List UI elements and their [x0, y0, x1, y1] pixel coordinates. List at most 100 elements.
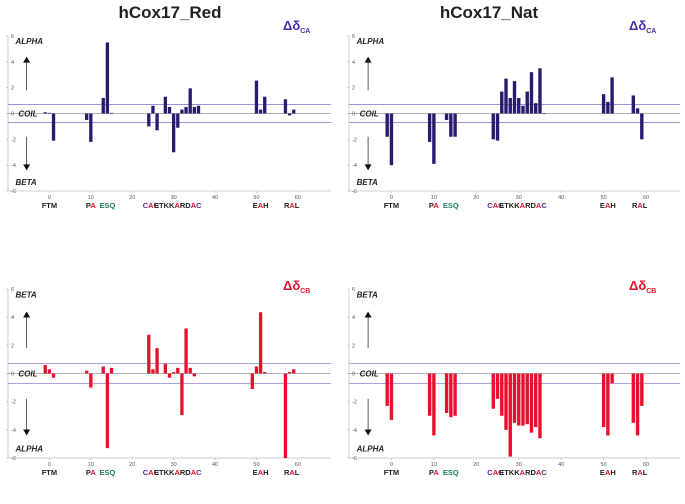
x-tick-label: 60 [295, 195, 301, 201]
bar [163, 96, 168, 114]
residue-motif: FTM [42, 201, 57, 210]
bar [432, 113, 436, 164]
bar [521, 373, 525, 426]
bar [538, 373, 542, 439]
residue-motif: EAH [600, 468, 616, 477]
y-tick-label: 0 [11, 372, 14, 378]
bar [258, 312, 263, 374]
delta-label: ΔδCA [629, 18, 656, 35]
y-tick-label: -6 [352, 189, 357, 195]
bar [43, 365, 47, 374]
top-structure-label: BETA [357, 290, 378, 299]
y-tick-label: 6 [352, 287, 355, 293]
bar [512, 373, 517, 423]
bar [89, 373, 93, 388]
bar [105, 373, 110, 449]
residue-motif: FTM [384, 201, 399, 210]
x-tick-label: 30 [171, 195, 177, 201]
y-tick-label: 2 [11, 86, 14, 92]
y-tick-label: -6 [11, 456, 16, 462]
y-tick-label: 2 [352, 343, 355, 349]
x-tick-label: 40 [558, 462, 564, 468]
x-tick-label: 50 [253, 462, 259, 468]
up-arrow-head [23, 56, 31, 63]
bar [495, 373, 500, 399]
delta-label: ΔδCB [629, 278, 656, 295]
top-structure-label: BETA [15, 290, 36, 299]
bar [167, 373, 172, 378]
up-arrow-head [364, 311, 372, 318]
y-tick-label: -4 [11, 428, 16, 434]
bar [192, 107, 197, 114]
bar [610, 373, 614, 384]
top-structure-label: ALPHA [356, 37, 385, 46]
bar [500, 91, 504, 114]
residue-motif: FTM [384, 468, 399, 477]
bar [254, 366, 259, 374]
x-tick-label: 60 [643, 195, 649, 201]
x-tick-label: 10 [88, 195, 94, 201]
bar [449, 113, 453, 137]
bar [43, 112, 47, 114]
bar [263, 96, 267, 114]
delta-label: ΔδCB [283, 278, 310, 295]
bottom-structure-label: ALPHA [356, 445, 385, 454]
x-tick-label: 30 [516, 462, 522, 468]
bar [504, 78, 508, 114]
residue-motif: ESQ [443, 201, 459, 210]
bottom-structure-label: ALPHA [14, 445, 43, 454]
bar [640, 373, 644, 406]
residue-motif: FTM [42, 468, 57, 477]
x-tick-label: 20 [473, 195, 479, 201]
top-structure-label: ALPHA [14, 37, 43, 46]
bar [151, 105, 155, 114]
chart-title: hCox17_Red [119, 3, 222, 22]
bar [427, 113, 432, 142]
y-tick-label: 0 [11, 112, 14, 118]
bar [432, 373, 436, 436]
bottom-structure-label: BETA [15, 178, 36, 187]
bar [51, 113, 56, 141]
y-tick-label: 0 [352, 112, 355, 118]
x-tick-label: 50 [601, 462, 607, 468]
bar [109, 112, 114, 114]
residue-motif: EAH [600, 201, 616, 210]
x-tick-label: 10 [431, 462, 437, 468]
bar [385, 113, 389, 137]
residue-motif: PA [86, 201, 96, 210]
y-tick-label: 6 [11, 34, 14, 40]
bar [151, 369, 155, 374]
bar [105, 42, 110, 114]
y-tick-label: -4 [352, 428, 357, 434]
coil-label: COIL [360, 110, 379, 119]
bar [389, 373, 394, 420]
y-tick-label: 2 [352, 86, 355, 92]
bar [606, 101, 610, 114]
bar [525, 91, 529, 114]
down-arrow-head [364, 429, 372, 436]
chart-title: hCox17_Nat [440, 3, 539, 22]
bar [283, 373, 288, 458]
y-tick-label: -4 [11, 163, 16, 169]
bar [631, 95, 636, 114]
residue-motif: ETKKARDAC [154, 468, 202, 477]
bar [180, 373, 184, 416]
residue-motif: RAL [632, 468, 648, 477]
down-arrow-head [23, 164, 31, 171]
bar [184, 328, 188, 374]
bar [287, 113, 292, 116]
bar [89, 113, 93, 142]
coil-label: COIL [18, 110, 37, 119]
bar [155, 348, 159, 374]
y-tick-label: -4 [352, 163, 357, 169]
residue-motif: RAL [284, 201, 300, 210]
delta-label: ΔδCA [283, 18, 310, 35]
bar [389, 113, 394, 166]
down-arrow-head [23, 429, 31, 436]
bar [449, 373, 453, 418]
coil-label: COIL [360, 370, 379, 379]
x-tick-label: 0 [390, 462, 393, 468]
bar [176, 367, 180, 374]
